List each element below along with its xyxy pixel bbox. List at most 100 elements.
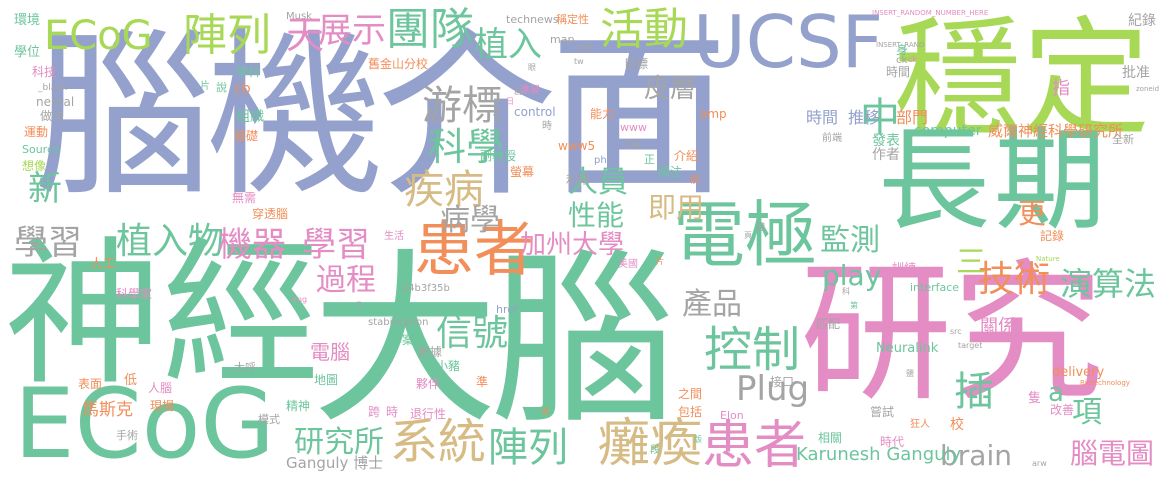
cloud-word-長期: 長期 [878,116,1110,246]
cloud-word-過程: 過程 [316,263,376,298]
cloud-word-電腦: 電腦 [310,340,350,364]
cloud-word-作者: 作者 [872,147,900,163]
cloud-word-表面: 表面 [78,377,103,391]
cloud-word-amp: amp [700,107,727,121]
cloud-word-精神: 精神 [286,399,311,413]
cloud-word-control: control [514,105,556,119]
cloud-word-美國: 美國 [618,259,638,270]
cloud-word-進展: 進展 [520,85,540,96]
cloud-word-技術: 技術 [978,259,1051,300]
cloud-word-植入: 植入 [474,25,542,65]
cloud-word-說: 說 [216,81,227,94]
cloud-word-匹配: 匹配 [816,317,841,331]
cloud-word-批准: 批准 [1122,65,1150,81]
cloud-word-嘗試: 嘗試 [870,405,895,419]
cloud-word-發表: 發表 [872,133,900,149]
cloud-word-機器: 機器 [218,225,286,265]
cloud-word-皮層: 皮層 [644,74,697,104]
cloud-word-Nature: Nature [1036,255,1060,263]
cloud-word-地圖: 地圖 [314,373,339,387]
cloud-word-第: 第 [850,301,858,310]
cloud-word-腦電圖: 腦電圖 [1070,437,1155,470]
cloud-word-推移: 推移 [848,108,881,127]
cloud-word-馬斯克: 馬斯克 [82,400,133,420]
cloud-word-tw-small: tw [574,57,584,66]
cloud-word-brain: brain [940,439,1012,472]
cloud-word-時代: 時代 [880,435,905,449]
cloud-word-zoneid: zoneid [1136,85,1160,93]
cloud-word-目: 目 [756,223,766,234]
cloud-word-www5: www5 [558,139,596,153]
cloud-word-片: 片 [200,81,210,92]
cloud-word-學位: 學位 [14,45,41,60]
cloud-word-手術: 手術 [116,429,138,442]
cloud-word-更: 更 [1018,197,1047,230]
cloud-word-www: www [620,121,647,134]
cloud-word-研究所: 研究所 [294,425,384,460]
cloud-word-人員: 人員 [568,165,628,200]
cloud-word-cb: cb [234,81,251,97]
cloud-word-腦機介面: 腦機介面 [34,13,728,220]
cloud-word-部門: 部門 [896,108,929,127]
cloud-word-UCSF: UCSF [693,0,884,84]
cloud-word-technews: technews [506,13,559,26]
cloud-word-信號: 信號 [436,313,509,354]
cloud-word-準: 準 [476,375,489,389]
cloud-word-科學家: 科學家 [116,287,153,301]
cloud-word-stabilization: stabilization [368,317,429,328]
cloud-word-數據: 數據 [418,345,443,359]
cloud-word-做法: 做法 [40,109,65,123]
cloud-word-INSERT_RANDOM_NUMBER_HERE: INSERT_RANDOM_NUMBER_HERE [872,9,989,17]
cloud-word-生活: 生活 [384,231,404,242]
cloud-word-之間: 之間 [678,387,703,401]
cloud-word-記錄: 記錄 [1040,229,1065,243]
cloud-word-人工: 人工 [90,257,117,272]
cloud-word-關係: 關係 [980,316,1016,337]
cloud-word-眼: 眼 [528,63,536,72]
cloud-word-狂人: 狂人 [910,419,930,430]
cloud-word-大腦: 大腦 [312,232,676,449]
cloud-word-Ganguly-博士: Ganguly 博士 [286,454,384,472]
cloud-word-大呼: 大呼 [234,361,256,374]
cloud-word-版: 版 [694,435,702,444]
cloud-word-活動: 活動 [600,4,688,55]
cloud-word-癱瘓: 癱瘓 [598,414,703,474]
cloud-word-產品: 產品 [682,287,742,322]
cloud-word-陣列-top: 陣列 [183,10,271,61]
cloud-word-時: 時 [542,121,552,132]
cloud-word-Karunesh-Ganguly: Karunesh Ganguly [796,444,962,465]
cloud-word-學科: 學科 [236,65,261,79]
cloud-word-interface: interface [910,281,960,294]
cloud-word-時間-small: 時間 [886,65,911,79]
cloud-word-科技: 科技 [32,65,57,79]
cloud-word-疾病: 疾病 [404,167,484,213]
cloud-word-時間: 時間 [806,108,839,127]
cloud-word-患者: 患者 [414,215,534,285]
cloud-word-展示: 展示 [318,11,386,51]
cloud-word-穩定: 穩定 [894,5,1151,154]
cloud-word-無需: 無需 [232,191,257,205]
cloud-word-全新: 全新 [1112,133,1134,146]
cloud-word-跨: 跨 [368,405,381,419]
cloud-word-ck-pink: ck [908,55,918,64]
cloud-word-ck: ck [896,55,908,66]
cloud-word-患者-bottom: 患者 [702,416,807,476]
cloud-word-delivery: delivery [1052,365,1105,380]
cloud-word-天: 天 [286,13,325,57]
cloud-word-學習-left: 學習 [14,223,82,263]
cloud-word-n: n [356,299,363,310]
cloud-word-影: 影 [542,407,550,416]
cloud-word-Musk: Musk [286,11,312,22]
cloud-word-Plug: Plug [736,369,810,409]
cloud-word-控制: 控制 [704,322,801,378]
cloud-word-小豬: 小豬 [436,359,461,373]
cloud-word-退行性: 退行性 [410,407,447,421]
cloud-word-正: 正 [644,153,655,166]
cloud-word-Elon: Elon [720,409,744,422]
cloud-word-target: target [958,341,983,350]
cloud-word-src: src [950,327,962,336]
cloud-word-能力: 能力 [590,107,615,121]
cloud-word-系統: 系統 [390,414,487,470]
cloud-word-身: 身 [896,43,909,57]
cloud-word-紀錄: 紀錄 [1128,13,1156,29]
